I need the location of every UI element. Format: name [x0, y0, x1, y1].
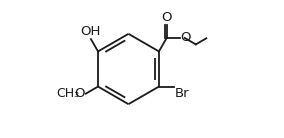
Text: OH: OH [81, 25, 101, 38]
Text: O: O [180, 31, 191, 44]
Text: Br: Br [174, 87, 189, 100]
Text: O: O [75, 87, 85, 100]
Text: O: O [161, 11, 172, 24]
Text: CH₃: CH₃ [57, 87, 80, 100]
